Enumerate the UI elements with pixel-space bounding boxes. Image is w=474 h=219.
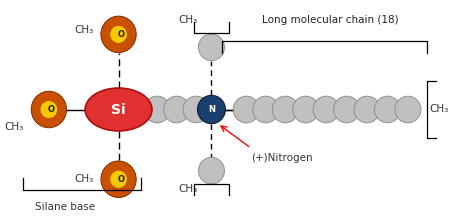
Text: Long molecular chain (18): Long molecular chain (18) <box>262 15 398 25</box>
Ellipse shape <box>374 96 401 123</box>
Text: CH₃: CH₃ <box>75 174 94 184</box>
Text: CH₃: CH₃ <box>179 15 198 25</box>
Text: N: N <box>208 105 215 114</box>
Text: O: O <box>48 105 55 114</box>
Ellipse shape <box>313 96 339 123</box>
Text: O: O <box>118 175 124 184</box>
Ellipse shape <box>110 26 127 43</box>
Ellipse shape <box>293 96 319 123</box>
Text: Silane base: Silane base <box>35 202 95 212</box>
Text: Si: Si <box>111 102 126 117</box>
Text: CH₃: CH₃ <box>4 122 23 132</box>
Ellipse shape <box>272 96 298 123</box>
Ellipse shape <box>110 171 127 188</box>
Text: CH₃: CH₃ <box>179 184 198 194</box>
Ellipse shape <box>354 96 380 123</box>
Ellipse shape <box>198 95 226 124</box>
Ellipse shape <box>144 96 170 123</box>
Ellipse shape <box>334 96 360 123</box>
Ellipse shape <box>101 161 136 198</box>
Ellipse shape <box>199 34 225 61</box>
Text: CH₃: CH₃ <box>430 104 449 115</box>
Ellipse shape <box>183 96 209 123</box>
Text: O: O <box>118 30 124 39</box>
Text: (+)Nitrogen: (+)Nitrogen <box>251 153 312 163</box>
Ellipse shape <box>31 91 66 128</box>
Text: CH₃: CH₃ <box>75 25 94 35</box>
Ellipse shape <box>101 16 136 53</box>
Ellipse shape <box>395 96 421 123</box>
Ellipse shape <box>164 96 190 123</box>
Ellipse shape <box>233 96 259 123</box>
Ellipse shape <box>253 96 279 123</box>
Ellipse shape <box>199 157 225 184</box>
Ellipse shape <box>40 101 57 118</box>
Ellipse shape <box>85 88 152 131</box>
